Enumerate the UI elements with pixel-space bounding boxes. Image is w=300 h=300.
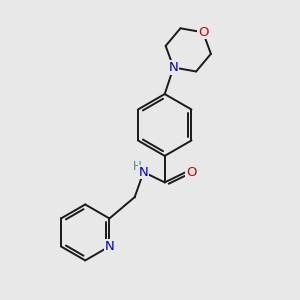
Text: N: N — [169, 61, 178, 74]
Text: O: O — [186, 166, 196, 178]
Text: N: N — [139, 166, 148, 178]
Text: O: O — [198, 26, 208, 39]
Text: N: N — [105, 240, 114, 253]
Text: H: H — [133, 160, 141, 173]
